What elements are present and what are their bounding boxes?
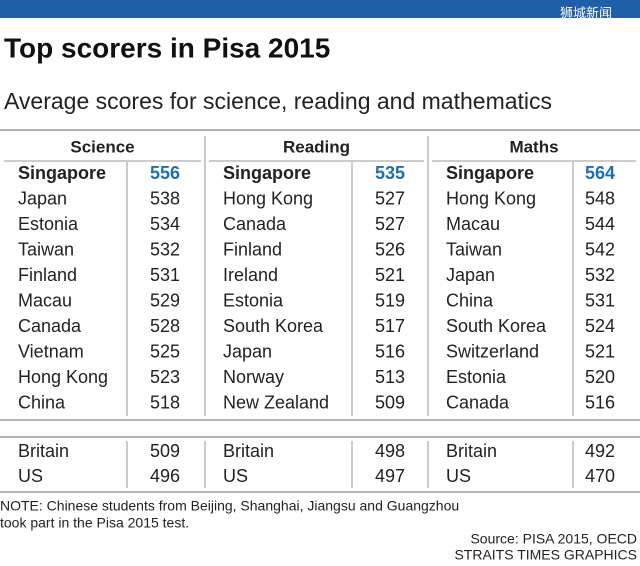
country: Macau bbox=[446, 214, 500, 234]
score: 525 bbox=[150, 341, 180, 361]
score: 498 bbox=[375, 441, 405, 461]
score: 531 bbox=[150, 265, 180, 285]
country: Japan bbox=[446, 265, 495, 285]
country: US bbox=[223, 466, 248, 486]
watermark: 狮城新闻 bbox=[560, 5, 612, 20]
note: NOTE: Chinese students from Beijing, Sha… bbox=[0, 498, 459, 514]
title: Top scorers in Pisa 2015 bbox=[4, 32, 330, 63]
score: 509 bbox=[150, 441, 180, 461]
country: Singapore bbox=[18, 163, 106, 183]
country: Estonia bbox=[223, 290, 284, 310]
country: Taiwan bbox=[446, 239, 502, 259]
score: 528 bbox=[150, 316, 180, 336]
score: 496 bbox=[150, 466, 180, 486]
score: 535 bbox=[375, 163, 405, 183]
score: 516 bbox=[375, 341, 405, 361]
country: China bbox=[18, 392, 66, 412]
country: Norway bbox=[223, 367, 284, 387]
country: Britain bbox=[18, 441, 69, 461]
score: 524 bbox=[585, 316, 615, 336]
score: 532 bbox=[585, 265, 615, 285]
country: Canada bbox=[446, 392, 510, 412]
score: 548 bbox=[585, 188, 615, 208]
score: 497 bbox=[375, 466, 405, 486]
country: Singapore bbox=[223, 163, 311, 183]
score: 544 bbox=[585, 214, 615, 234]
country: Japan bbox=[18, 188, 67, 208]
score: 518 bbox=[150, 392, 180, 412]
score: 492 bbox=[585, 441, 615, 461]
country: Finland bbox=[18, 265, 77, 285]
score: 534 bbox=[150, 214, 180, 234]
note: took part in the Pisa 2015 test. bbox=[0, 515, 189, 531]
column-header: Science bbox=[70, 137, 134, 156]
score: 526 bbox=[375, 239, 405, 259]
country: New Zealand bbox=[223, 392, 329, 412]
country: Taiwan bbox=[18, 239, 74, 259]
column-header: Reading bbox=[283, 137, 350, 156]
column-header: Maths bbox=[509, 137, 558, 156]
score: 513 bbox=[375, 367, 405, 387]
subtitle: Average scores for science, reading and … bbox=[4, 88, 552, 114]
country: Vietnam bbox=[18, 341, 84, 361]
country: China bbox=[446, 290, 494, 310]
score: 470 bbox=[585, 466, 615, 486]
score: 520 bbox=[585, 367, 615, 387]
country: Hong Kong bbox=[446, 188, 536, 208]
country: Singapore bbox=[446, 163, 534, 183]
country: Canada bbox=[223, 214, 287, 234]
score: 519 bbox=[375, 290, 405, 310]
score: 556 bbox=[150, 163, 180, 183]
score: 542 bbox=[585, 239, 615, 259]
country: Hong Kong bbox=[223, 188, 313, 208]
country: Britain bbox=[446, 441, 497, 461]
country: Estonia bbox=[446, 367, 507, 387]
top-bar bbox=[0, 0, 640, 18]
score: 523 bbox=[150, 367, 180, 387]
country: Ireland bbox=[223, 265, 278, 285]
country: Britain bbox=[223, 441, 274, 461]
score: 521 bbox=[585, 341, 615, 361]
country: South Korea bbox=[446, 316, 547, 336]
score: 529 bbox=[150, 290, 180, 310]
country: Macau bbox=[18, 290, 72, 310]
credit: STRAITS TIMES GRAPHICS bbox=[454, 547, 637, 563]
country: South Korea bbox=[223, 316, 324, 336]
country: Hong Kong bbox=[18, 367, 108, 387]
country: Canada bbox=[18, 316, 82, 336]
score: 521 bbox=[375, 265, 405, 285]
country: Switzerland bbox=[446, 341, 539, 361]
country: Finland bbox=[223, 239, 282, 259]
score: 516 bbox=[585, 392, 615, 412]
score: 538 bbox=[150, 188, 180, 208]
country: Estonia bbox=[18, 214, 79, 234]
country: US bbox=[18, 466, 43, 486]
score: 517 bbox=[375, 316, 405, 336]
source: Source: PISA 2015, OECD bbox=[470, 531, 637, 547]
country: Japan bbox=[223, 341, 272, 361]
score: 509 bbox=[375, 392, 405, 412]
country: US bbox=[446, 466, 471, 486]
score: 527 bbox=[375, 214, 405, 234]
score: 564 bbox=[585, 163, 615, 183]
score: 527 bbox=[375, 188, 405, 208]
score: 532 bbox=[150, 239, 180, 259]
score: 531 bbox=[585, 290, 615, 310]
